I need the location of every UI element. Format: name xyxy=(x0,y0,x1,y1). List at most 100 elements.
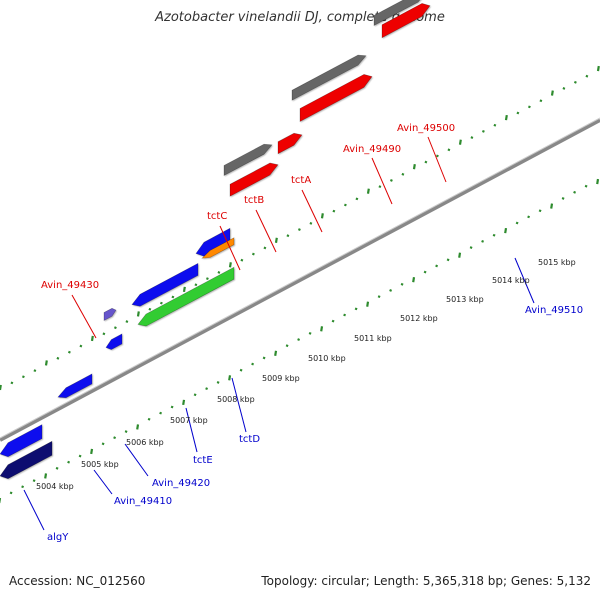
feature-arrow-f14 xyxy=(381,3,431,39)
major-tick xyxy=(550,203,554,209)
minor-tick xyxy=(125,320,129,323)
gene-label-Avin_49430: Avin_49430 xyxy=(41,280,99,291)
major-tick xyxy=(366,188,370,194)
minor-tick xyxy=(538,209,542,213)
leader-tctE xyxy=(185,407,198,453)
gene-label-tctE: tctE xyxy=(193,455,213,466)
coord-label: 5004 kbp xyxy=(36,482,74,491)
minor-tick xyxy=(343,313,347,317)
major-tick xyxy=(136,424,140,430)
minor-tick xyxy=(205,277,209,281)
leader-Avin_49490 xyxy=(371,157,393,205)
minor-tick xyxy=(492,233,496,237)
major-tick xyxy=(44,473,48,479)
minor-tick xyxy=(308,331,312,335)
minor-tick xyxy=(332,209,336,213)
coord-label: 5005 kbp xyxy=(81,460,119,469)
minor-tick xyxy=(354,307,358,311)
label-leader-lines xyxy=(23,136,535,531)
major-tick xyxy=(458,252,462,258)
minor-tick xyxy=(147,417,151,421)
minor-tick xyxy=(113,436,117,440)
backbone-highlight xyxy=(0,117,600,439)
feature-arrow-f15 xyxy=(373,0,421,26)
major-tick xyxy=(320,213,324,219)
minor-tick xyxy=(217,271,221,274)
minor-tick xyxy=(446,258,450,262)
major-tick xyxy=(412,164,416,170)
feature-arrow-f12 xyxy=(299,74,373,122)
feature-arrow-f2 xyxy=(0,440,53,480)
minor-tick xyxy=(423,270,427,274)
leader-Avin_49430 xyxy=(71,294,97,339)
major-tick xyxy=(228,375,232,381)
feature-arrow-f8 xyxy=(201,237,235,259)
leader-tctA xyxy=(301,189,323,233)
feature-arrow-f1 xyxy=(0,424,43,458)
minor-tick xyxy=(79,344,83,348)
minor-tick xyxy=(78,454,82,458)
minor-tick xyxy=(585,74,589,78)
coord-label: 5015 kbp xyxy=(538,258,576,267)
coord-label: 5012 kbp xyxy=(400,314,438,323)
gene-label-Avin_49420: Avin_49420 xyxy=(152,478,210,489)
minor-tick xyxy=(56,356,60,360)
gene-label-Avin_49490: Avin_49490 xyxy=(343,144,401,155)
minor-tick xyxy=(171,295,175,299)
coord-label: 5014 kbp xyxy=(492,276,530,285)
minor-tick xyxy=(101,442,105,446)
major-tick xyxy=(458,139,462,145)
major-tick xyxy=(596,65,600,72)
major-tick xyxy=(596,178,600,185)
minor-tick xyxy=(67,350,71,354)
minor-tick xyxy=(573,190,577,194)
coord-label: 5007 kbp xyxy=(170,416,208,425)
minor-tick xyxy=(561,197,565,200)
coord-label: 5008 kbp xyxy=(217,395,255,404)
genome-summary-text: Topology: circular; Length: 5,365,318 bp… xyxy=(261,574,591,588)
coord-label: 5013 kbp xyxy=(446,295,484,304)
major-tick xyxy=(274,350,278,356)
leader-tctC xyxy=(219,225,241,271)
leader-tctB xyxy=(255,209,277,253)
coord-label: 5010 kbp xyxy=(308,354,346,363)
minor-tick xyxy=(297,338,301,341)
minor-tick xyxy=(435,264,439,268)
major-tick xyxy=(44,360,48,366)
minor-tick xyxy=(343,203,347,207)
map-title: Azotobacter vinelandii DJ, complete geno… xyxy=(155,10,445,25)
minor-tick xyxy=(424,160,428,164)
minor-tick xyxy=(401,172,405,176)
minor-tick xyxy=(469,246,473,249)
gene-label-tctD: tctD xyxy=(239,434,260,445)
major-tick xyxy=(274,237,278,243)
leader-Avin_49410 xyxy=(93,469,113,495)
gene-label-tctC: tctC xyxy=(207,211,227,222)
coord-label: 5011 kbp xyxy=(354,334,392,343)
major-tick xyxy=(136,311,140,317)
minor-tick xyxy=(286,234,290,238)
major-tick xyxy=(366,301,370,307)
leader-Avin_49510 xyxy=(514,257,535,304)
minor-tick xyxy=(32,479,36,483)
minor-tick xyxy=(515,221,519,225)
genome-backbone xyxy=(0,117,600,442)
minor-tick xyxy=(527,215,531,219)
feature-track xyxy=(0,0,431,480)
gene-label-tctA: tctA xyxy=(291,175,311,186)
minor-tick xyxy=(239,368,243,372)
minor-tick xyxy=(21,375,25,379)
minor-tick xyxy=(9,491,13,495)
major-tick xyxy=(550,90,554,96)
feature-arrow-f11 xyxy=(277,132,303,155)
minor-tick xyxy=(297,228,301,231)
minor-tick xyxy=(309,221,313,225)
major-tick xyxy=(504,114,508,121)
minor-tick xyxy=(447,148,451,152)
minor-tick xyxy=(159,301,163,305)
minor-tick xyxy=(493,123,497,127)
minor-tick xyxy=(113,326,117,330)
outer-tick-ring xyxy=(0,65,600,391)
minor-tick xyxy=(573,80,577,84)
minor-tick xyxy=(470,136,474,139)
